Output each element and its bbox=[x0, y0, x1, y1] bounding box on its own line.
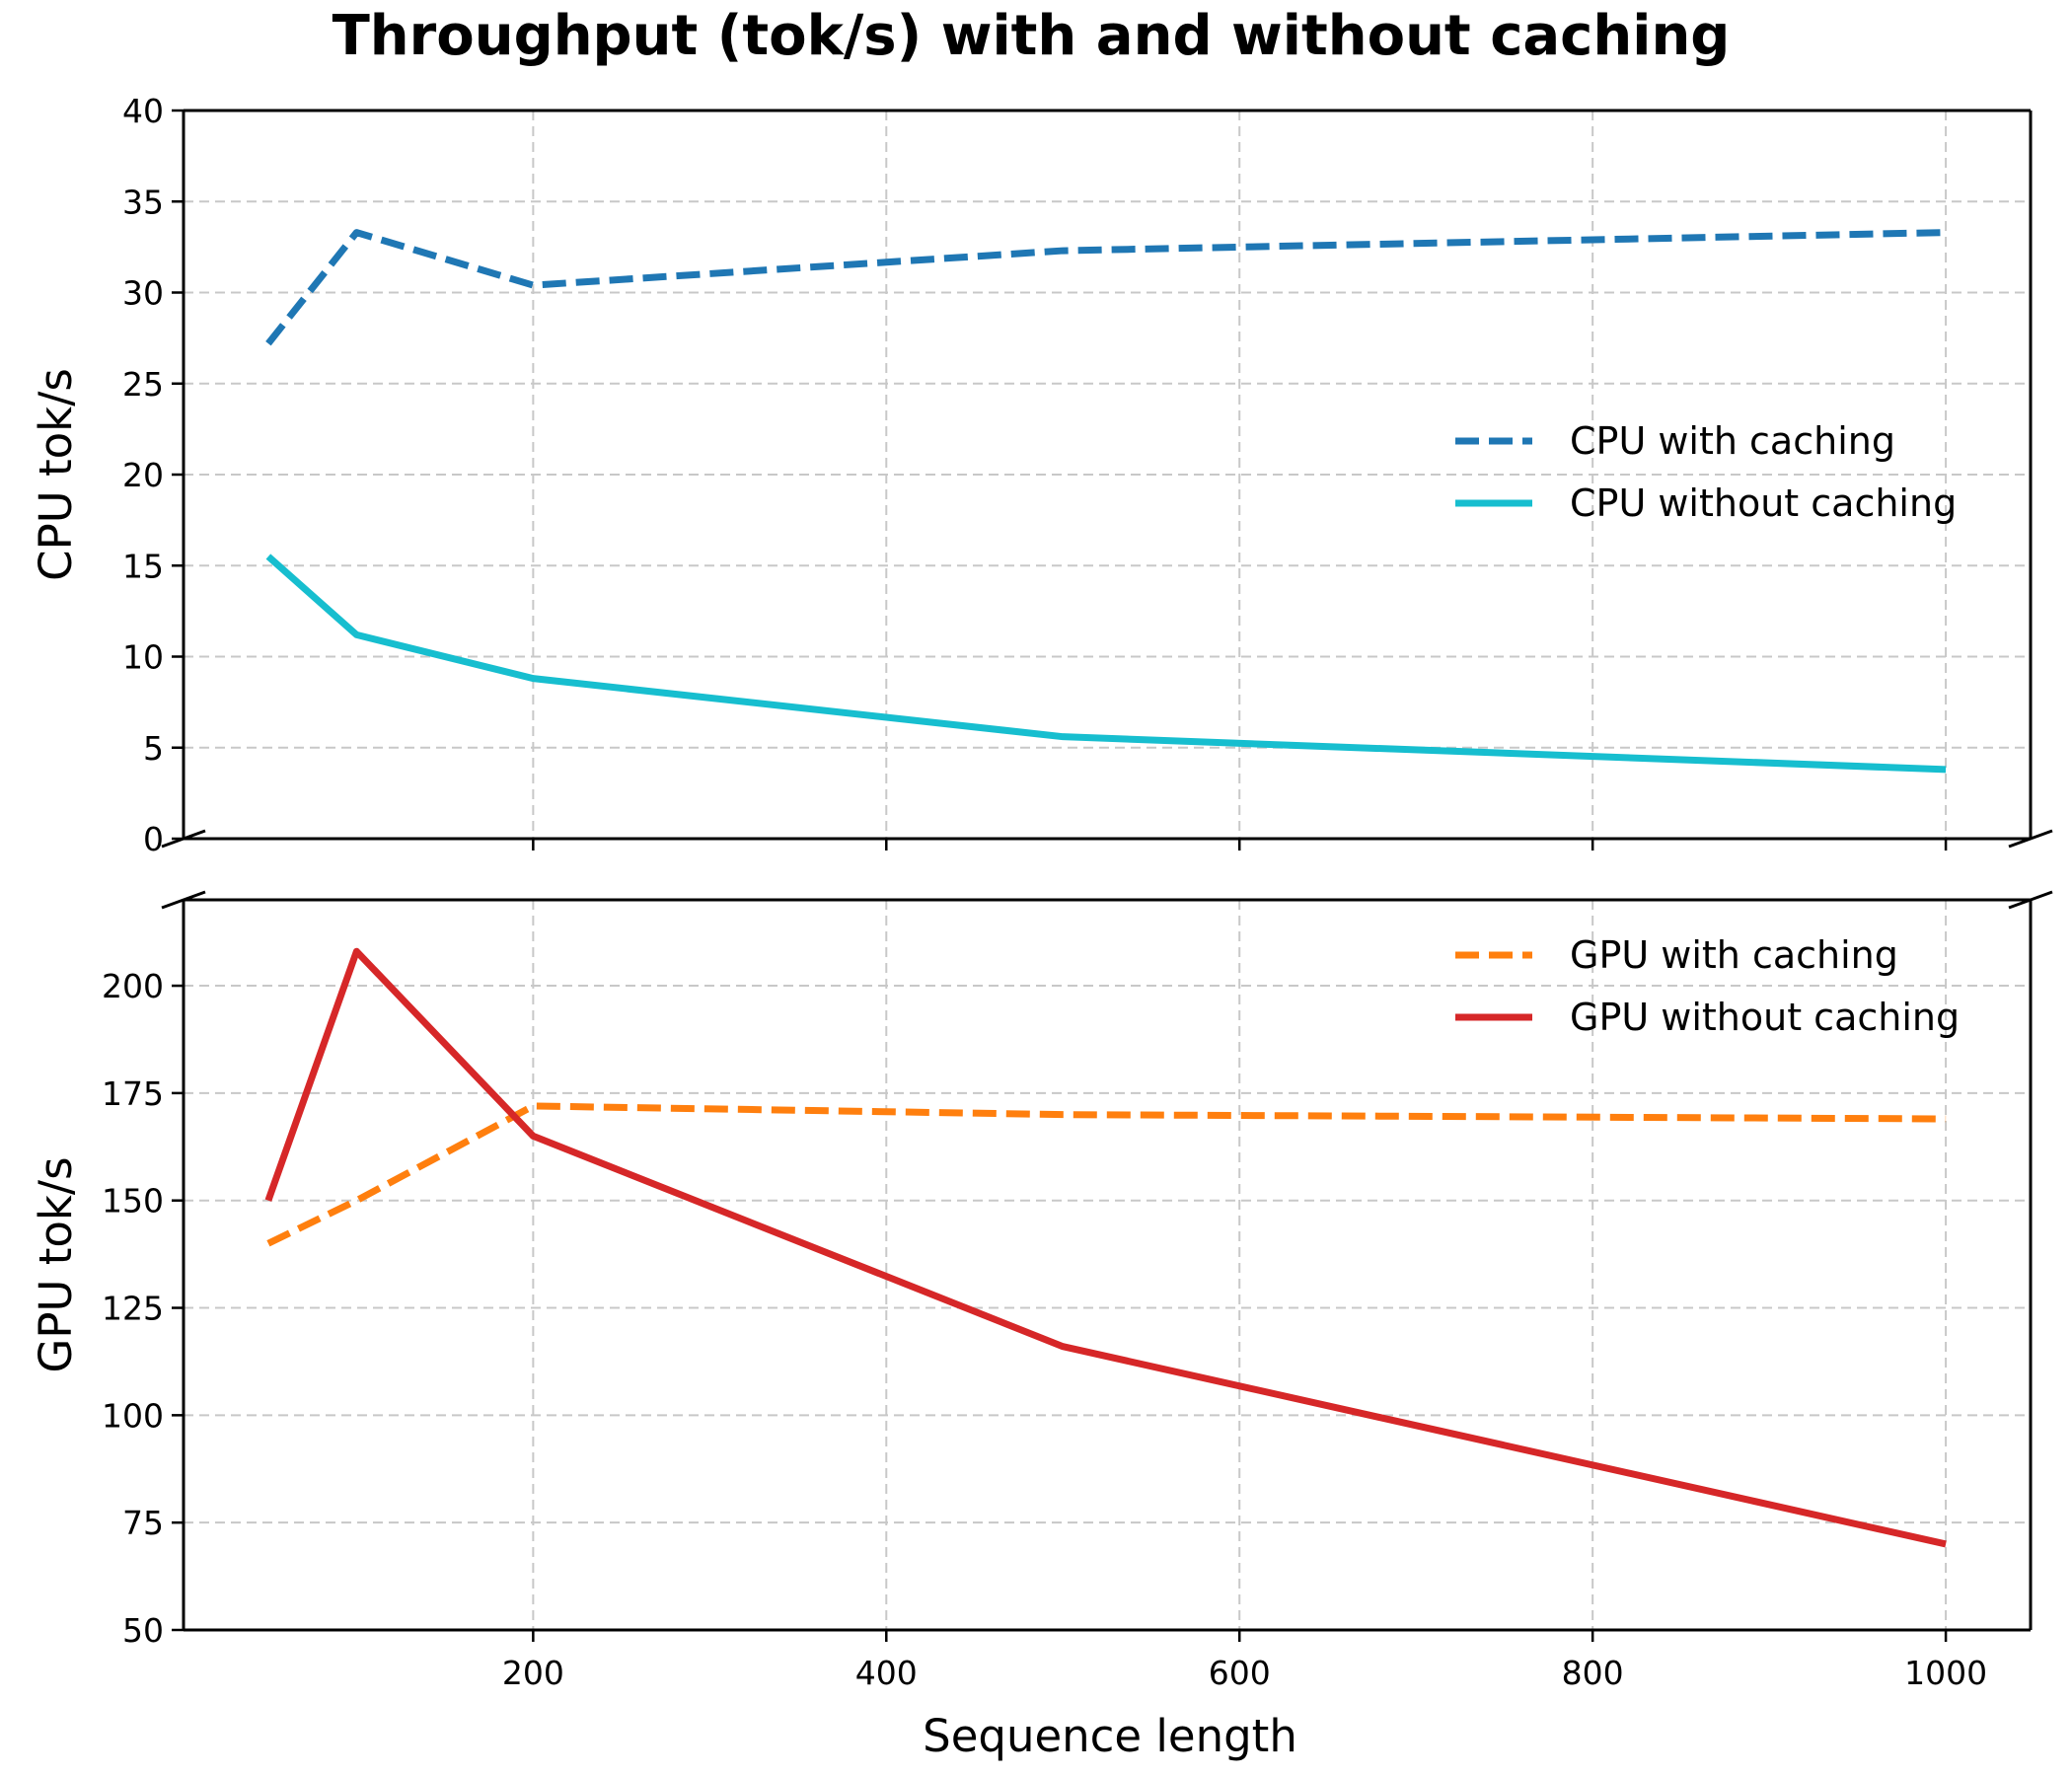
y-tick-label: 75 bbox=[122, 1504, 164, 1542]
y-tick-label: 150 bbox=[102, 1182, 164, 1221]
x-tick-label: 600 bbox=[1209, 1654, 1271, 1692]
y-tick-label: 20 bbox=[122, 456, 164, 494]
y-tick-label: 15 bbox=[122, 547, 164, 585]
legend-label: CPU with caching bbox=[1570, 419, 1895, 463]
panel-cpu: 0 5 10 15 20 25 30 35 40 CPU tok/s CPU with cachin… bbox=[30, 92, 2053, 858]
y-tick-label: 30 bbox=[122, 274, 164, 313]
axis-break-mark bbox=[2008, 829, 2053, 849]
y-tick-label: 10 bbox=[122, 638, 164, 677]
y-tick-label: 200 bbox=[102, 967, 164, 1005]
x-tick-label: 800 bbox=[1562, 1654, 1624, 1692]
series-line bbox=[265, 554, 1947, 774]
series-line bbox=[265, 229, 1947, 346]
panel-gpu: 50 75 100 125 150 175 200 200 400 600 800 1000 GPU t… bbox=[30, 890, 2053, 1692]
series-line bbox=[266, 1102, 1947, 1247]
y-tick-label: 100 bbox=[102, 1396, 164, 1435]
series-line bbox=[264, 947, 1947, 1548]
y-tick-label: 175 bbox=[102, 1074, 164, 1113]
chart-title: Throughput (tok/s) with and without cach… bbox=[333, 4, 1731, 68]
y-tick-label: 50 bbox=[122, 1611, 164, 1650]
legend: GPU with caching GPU without caching bbox=[1455, 933, 1960, 1039]
y-tick-label: 25 bbox=[122, 365, 164, 404]
x-tick-label: 200 bbox=[502, 1654, 564, 1692]
y-tick-label: 0 bbox=[143, 820, 164, 858]
axis-break-mark bbox=[2008, 890, 2053, 910]
legend-label: CPU without caching bbox=[1570, 481, 1957, 525]
legend-label: GPU with caching bbox=[1570, 933, 1898, 977]
y-tick-label: 125 bbox=[102, 1290, 164, 1328]
x-tick-label: 1000 bbox=[1904, 1654, 1987, 1692]
y-tick-label: 40 bbox=[122, 92, 164, 130]
y-tick-label: 5 bbox=[143, 729, 164, 768]
y-axis-label: GPU tok/s bbox=[30, 1156, 82, 1372]
axis-break-mark bbox=[161, 890, 206, 910]
legend-label: GPU without caching bbox=[1570, 996, 1960, 1039]
x-axis-label: Sequence length bbox=[923, 1710, 1297, 1762]
legend: CPU with caching CPU without caching bbox=[1455, 419, 1957, 525]
y-tick-label: 35 bbox=[122, 183, 164, 221]
y-axis-label: CPU tok/s bbox=[30, 368, 82, 581]
x-tick-label: 400 bbox=[855, 1654, 918, 1692]
panels: 0 5 10 15 20 25 30 35 40 CPU tok/s CPU with cachin… bbox=[30, 92, 2053, 1692]
